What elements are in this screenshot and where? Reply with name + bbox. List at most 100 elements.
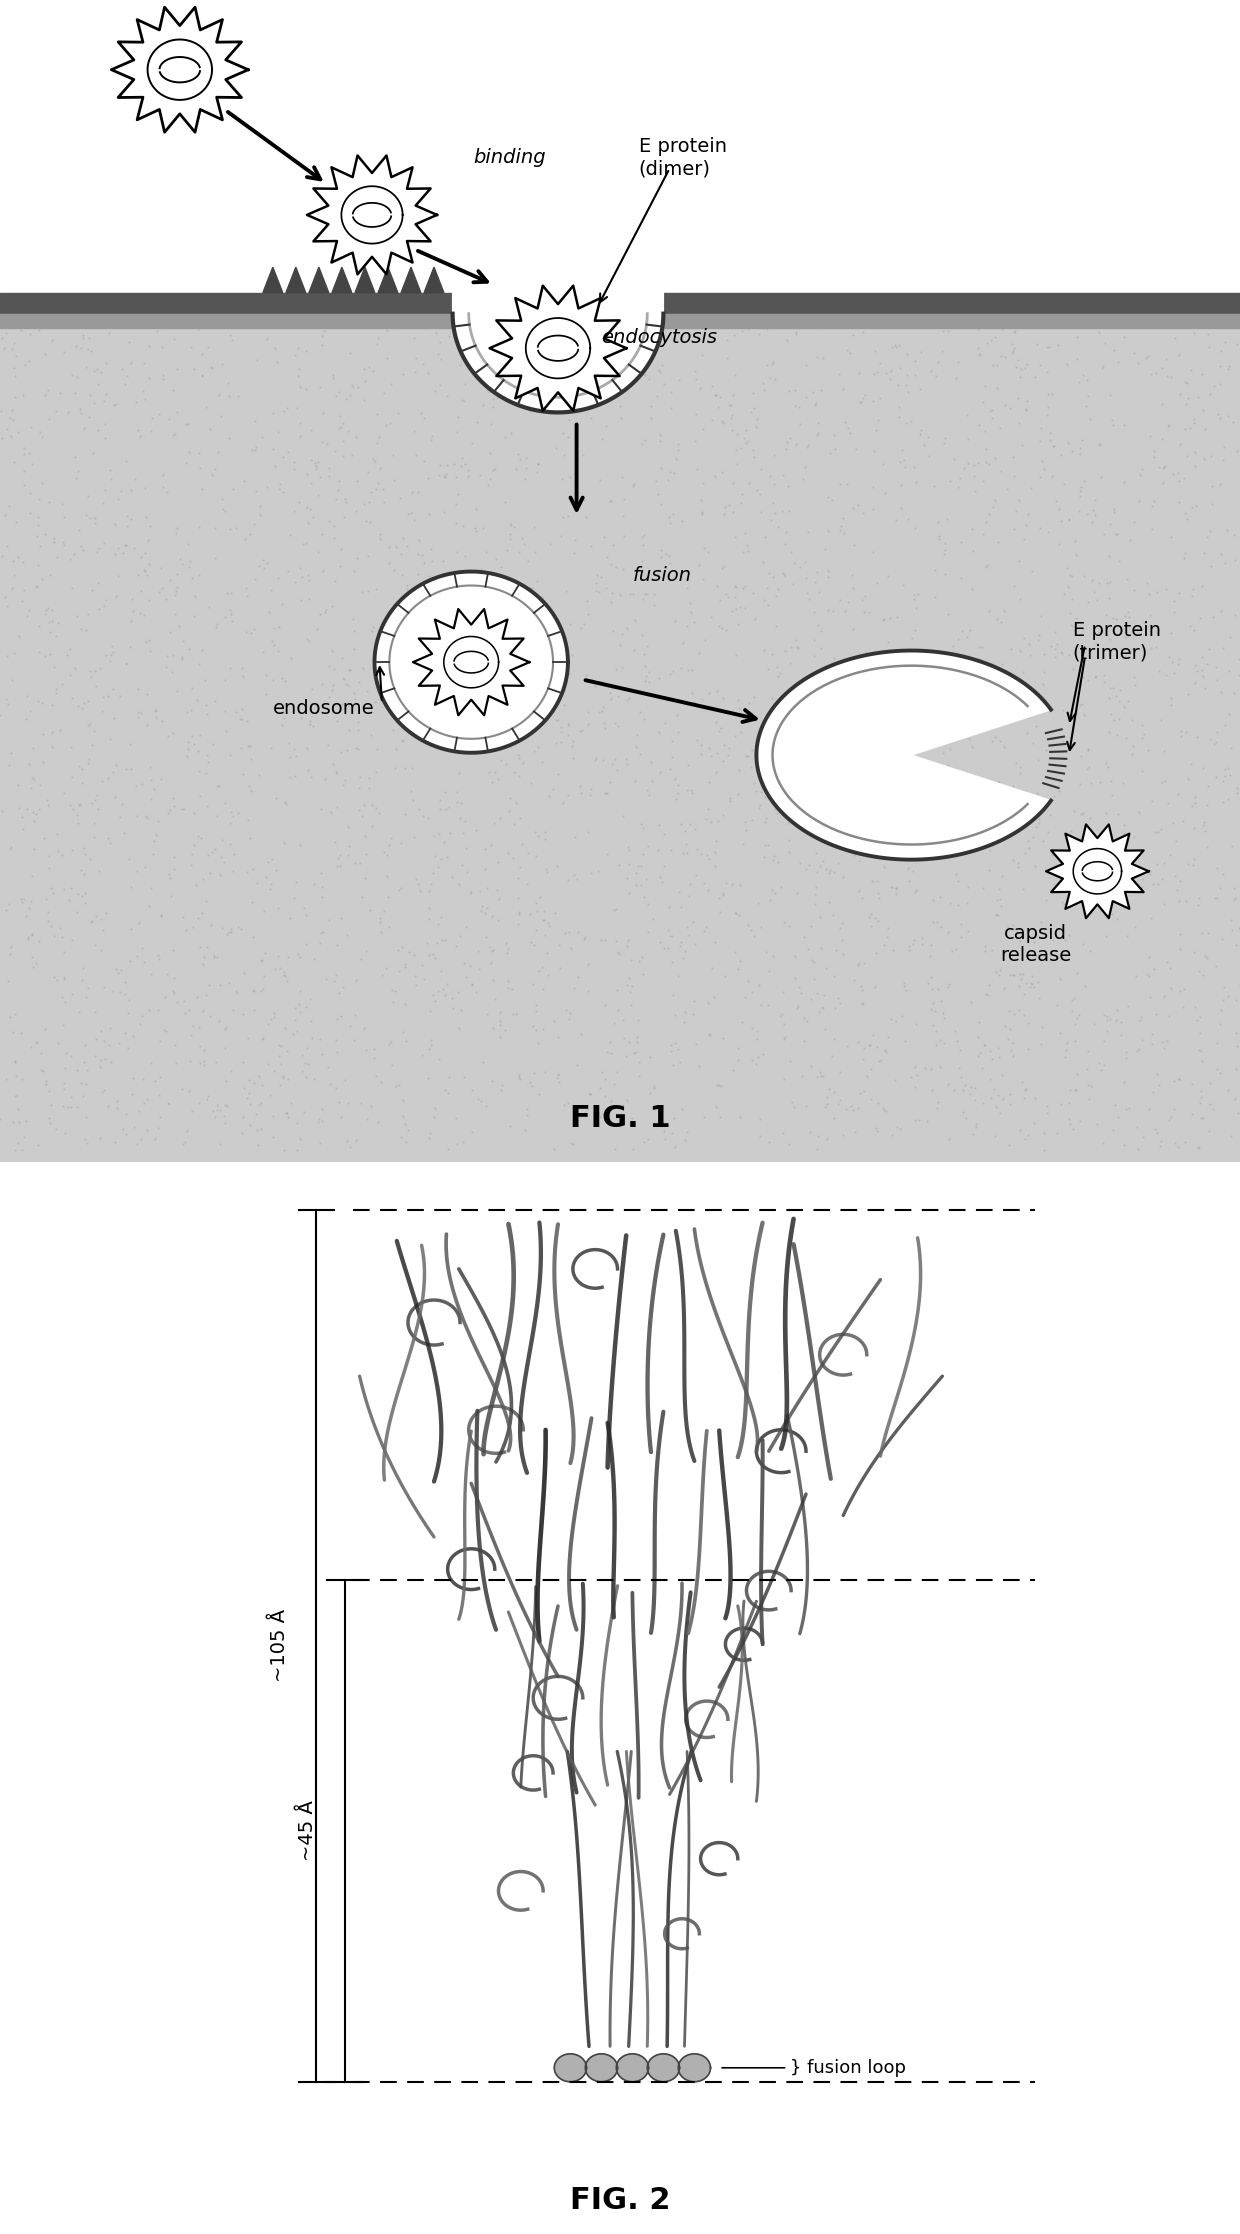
- Point: [1193, 1099, 1213, 1135]
- Point: [1140, 958, 1159, 994]
- Point: [379, 1025, 399, 1061]
- Point: [391, 592, 410, 628]
- Point: [141, 1046, 161, 1081]
- Point: [625, 331, 645, 366]
- Point: [1043, 923, 1063, 958]
- Point: [666, 440, 686, 476]
- Point: [53, 1088, 73, 1124]
- Point: [832, 923, 852, 958]
- Point: [1032, 905, 1052, 941]
- Point: [291, 558, 311, 594]
- Point: [769, 572, 789, 608]
- Point: [866, 970, 885, 1005]
- Point: [1214, 856, 1234, 891]
- Point: [807, 1133, 827, 1168]
- Point: [1189, 1128, 1209, 1164]
- Point: [839, 715, 859, 751]
- Point: [306, 451, 326, 487]
- Point: [216, 1063, 236, 1099]
- Point: [722, 594, 742, 630]
- Point: [851, 1075, 870, 1110]
- Point: [1094, 1023, 1114, 1059]
- Point: [1107, 992, 1127, 1028]
- Point: [131, 929, 151, 965]
- Point: [423, 706, 443, 742]
- Point: [635, 648, 655, 684]
- Point: [252, 1068, 272, 1104]
- Point: [996, 386, 1016, 422]
- Point: [804, 637, 823, 672]
- Point: [905, 873, 925, 909]
- Point: [686, 1028, 706, 1063]
- Point: [651, 925, 671, 961]
- Point: [312, 880, 332, 916]
- Point: [1100, 378, 1120, 413]
- Point: [815, 976, 835, 1012]
- Point: [1059, 1086, 1079, 1121]
- Point: [482, 1063, 502, 1099]
- Point: [186, 867, 206, 903]
- Point: [577, 583, 596, 619]
- Point: [1094, 663, 1114, 699]
- Point: [910, 416, 930, 451]
- Point: [1021, 970, 1040, 1005]
- Point: [1112, 766, 1132, 802]
- Point: [802, 373, 822, 409]
- Point: [325, 563, 345, 599]
- Point: [415, 672, 435, 708]
- Point: [188, 646, 208, 681]
- Point: [830, 806, 849, 842]
- Point: [1065, 1072, 1085, 1108]
- Point: [657, 681, 677, 717]
- Point: [196, 882, 216, 918]
- Point: [981, 1081, 1001, 1117]
- Point: [1068, 319, 1087, 355]
- Point: [412, 947, 432, 983]
- Point: [136, 1081, 156, 1117]
- Point: [604, 1005, 624, 1041]
- Point: [765, 360, 785, 395]
- Point: [536, 652, 556, 688]
- Point: [1090, 565, 1110, 601]
- Point: [1168, 456, 1188, 491]
- Point: [641, 744, 661, 780]
- Point: [515, 621, 534, 657]
- Point: [1166, 822, 1185, 858]
- Point: [799, 679, 818, 715]
- Point: [996, 308, 1016, 344]
- Point: [723, 378, 743, 413]
- Point: [348, 771, 368, 806]
- Point: [1064, 1110, 1084, 1146]
- Point: [370, 516, 389, 552]
- Point: [1095, 516, 1115, 552]
- Point: [813, 684, 833, 719]
- Point: [797, 932, 817, 967]
- Point: [775, 1019, 795, 1054]
- Point: [973, 1028, 993, 1063]
- Point: [312, 395, 332, 431]
- Point: [725, 592, 745, 628]
- Point: [430, 782, 450, 818]
- Point: [1089, 315, 1109, 351]
- Point: [277, 1095, 296, 1130]
- Point: [288, 1106, 308, 1142]
- Point: [434, 458, 454, 494]
- Point: [714, 958, 734, 994]
- Point: [596, 322, 616, 357]
- Point: [340, 652, 360, 688]
- Point: [775, 525, 795, 561]
- Point: [1094, 996, 1114, 1032]
- Point: [408, 581, 428, 617]
- Point: [1173, 804, 1193, 840]
- Point: [1193, 657, 1213, 693]
- Point: [500, 516, 520, 552]
- Point: [12, 811, 32, 847]
- Point: [852, 384, 872, 420]
- Point: [1012, 961, 1032, 996]
- Point: [419, 1121, 439, 1157]
- Point: [903, 927, 923, 963]
- Point: [813, 1059, 833, 1095]
- Point: [1091, 641, 1111, 677]
- Point: [1104, 599, 1123, 634]
- Point: [1172, 713, 1192, 748]
